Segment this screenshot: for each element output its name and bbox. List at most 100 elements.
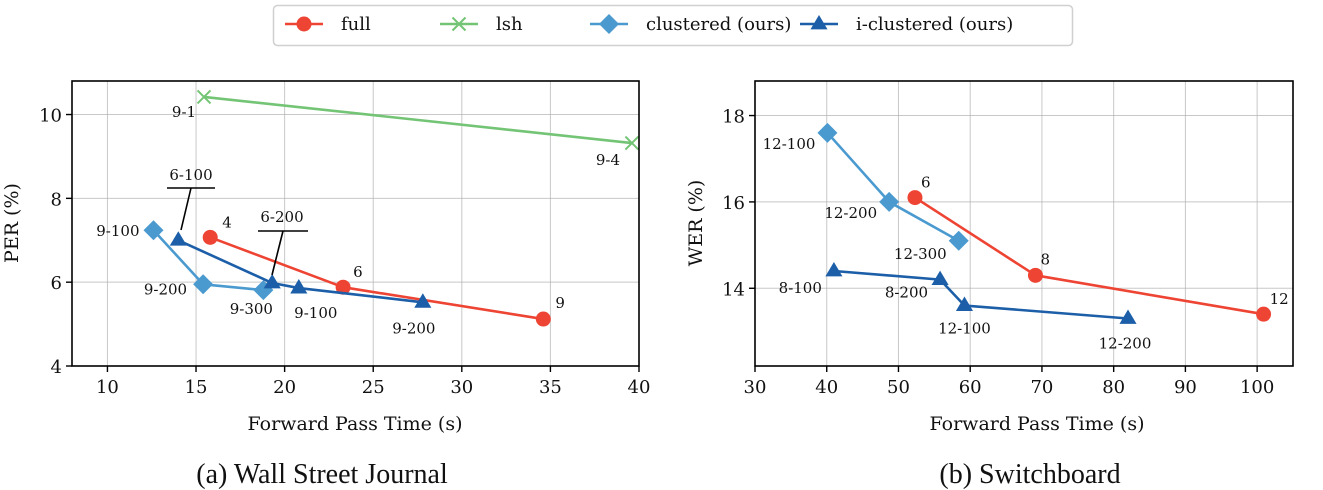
legend-entry-i-clustered-ours: i-clustered (ours) xyxy=(800,14,1013,35)
x-tick-label: 15 xyxy=(185,377,208,398)
panel-switchboard: 6 8 12 12-100 12-200 12-300 8-100 8-200 12-100 12… xyxy=(685,80,1294,490)
data-label: 8-200 xyxy=(885,284,928,302)
x-axis-label: Forward Pass Time (s) xyxy=(248,413,463,435)
data-label: 9-100 xyxy=(96,222,139,240)
legend-marker-x-icon xyxy=(451,16,467,32)
legend-label: full xyxy=(341,14,371,35)
legend-entry-lsh: lsh xyxy=(440,14,523,35)
y-tick-label: 10 xyxy=(39,106,62,127)
data-point xyxy=(202,229,218,245)
data-point xyxy=(1027,267,1043,283)
legend-label: clustered (ours) xyxy=(646,14,791,35)
data-label: 9-200 xyxy=(392,319,435,337)
data-point xyxy=(879,191,900,212)
series-clustered-ours xyxy=(143,220,274,301)
legend-marker-triangle-icon xyxy=(810,15,828,30)
legend-label: lsh xyxy=(496,14,523,35)
data-label: 4 xyxy=(222,213,232,231)
y-tick-label: 18 xyxy=(722,107,745,128)
axes-frame xyxy=(754,80,1294,367)
y-tick-label: 16 xyxy=(722,193,745,214)
data-label: 6 xyxy=(353,263,363,281)
data-label: 12-200 xyxy=(1099,335,1152,353)
axes-frame xyxy=(71,80,640,367)
legend-entry-clustered-ours: clustered (ours) xyxy=(590,14,791,35)
data-label: 12 xyxy=(1270,290,1289,308)
legend-entry-full: full xyxy=(285,14,371,35)
panel-wall-street-journal: 4 6 9 9-1 9-4 9-100 9-200 9-300 6-100 6-200 9-100 9… xyxy=(1,80,651,490)
series-full xyxy=(907,190,1272,322)
x-tick-label: 70 xyxy=(1030,377,1053,398)
x-tick-label: 30 xyxy=(744,377,767,398)
series-clustered-ours xyxy=(817,122,969,251)
data-point xyxy=(624,135,640,151)
data-point xyxy=(825,262,843,277)
x-tick-label: 10 xyxy=(96,377,119,398)
series-line xyxy=(177,239,423,304)
callout-leader xyxy=(271,230,284,276)
data-point xyxy=(1256,306,1272,322)
x-tick-label: 35 xyxy=(539,377,562,398)
data-label: 9 xyxy=(555,294,565,312)
legend-label: i-clustered (ours) xyxy=(856,14,1013,35)
legend: full lsh clustered (ours) i-clustered (ours… xyxy=(272,4,1074,47)
subfigure-caption: (a) Wall Street Journal xyxy=(196,459,448,490)
data-point xyxy=(290,279,308,294)
legend-marker-circle-icon xyxy=(296,16,312,32)
data-label: 12-200 xyxy=(824,204,877,222)
series-line xyxy=(203,95,633,145)
x-tick-label: 60 xyxy=(959,377,982,398)
series-line xyxy=(914,196,1264,316)
series-i-clustered-ours xyxy=(825,262,1137,324)
subfigure-caption: (b) Switchboard xyxy=(939,459,1120,490)
data-label: 6-100 xyxy=(169,166,212,184)
legend-marker-diamond-icon xyxy=(599,14,619,34)
x-tick-label: 25 xyxy=(362,377,385,398)
data-point xyxy=(1119,309,1137,324)
data-label: 9-300 xyxy=(230,300,273,318)
data-point xyxy=(196,89,212,105)
x-axis-label: Forward Pass Time (s) xyxy=(930,413,1145,435)
callout-leader xyxy=(180,187,192,231)
data-label: 8-100 xyxy=(779,279,822,297)
x-tick-label: 90 xyxy=(1174,377,1197,398)
data-point xyxy=(193,274,214,295)
series-lsh xyxy=(196,89,640,151)
y-tick-label: 4 xyxy=(51,357,62,378)
y-tick-label: 6 xyxy=(51,273,62,294)
data-point xyxy=(414,293,432,308)
x-tick-label: 50 xyxy=(887,377,910,398)
data-label: 8 xyxy=(1040,250,1050,268)
data-label: 12-100 xyxy=(938,320,991,338)
series-line xyxy=(826,131,960,242)
series-line xyxy=(833,269,1129,320)
x-tick-label: 80 xyxy=(1102,377,1125,398)
data-point xyxy=(931,270,949,286)
legend-frame xyxy=(272,4,1074,47)
data-label: 6-200 xyxy=(260,208,303,226)
x-tick-label: 100 xyxy=(1240,377,1274,398)
data-label: 6 xyxy=(921,174,931,192)
data-point xyxy=(948,230,969,251)
y-tick-label: 14 xyxy=(722,279,745,300)
y-axis-label: WER (%) xyxy=(685,180,707,267)
data-point xyxy=(143,220,164,241)
y-axis-label: PER (%) xyxy=(1,183,23,263)
x-tick-label: 40 xyxy=(815,377,838,398)
data-label: 9-4 xyxy=(596,151,620,169)
data-label: 9-200 xyxy=(144,280,187,298)
data-point xyxy=(263,274,281,289)
x-tick-label: 30 xyxy=(450,377,473,398)
data-point xyxy=(535,311,551,327)
data-point xyxy=(955,296,974,311)
data-point xyxy=(335,279,351,295)
data-label: 12-100 xyxy=(763,135,816,153)
series-i-clustered-ours xyxy=(169,231,432,308)
series-full xyxy=(202,229,551,327)
x-tick-label: 20 xyxy=(273,377,296,398)
data-label: 9-1 xyxy=(172,103,196,121)
point-callout: 6-200 xyxy=(258,208,308,276)
x-tick-label: 40 xyxy=(628,377,651,398)
data-point xyxy=(907,190,923,206)
